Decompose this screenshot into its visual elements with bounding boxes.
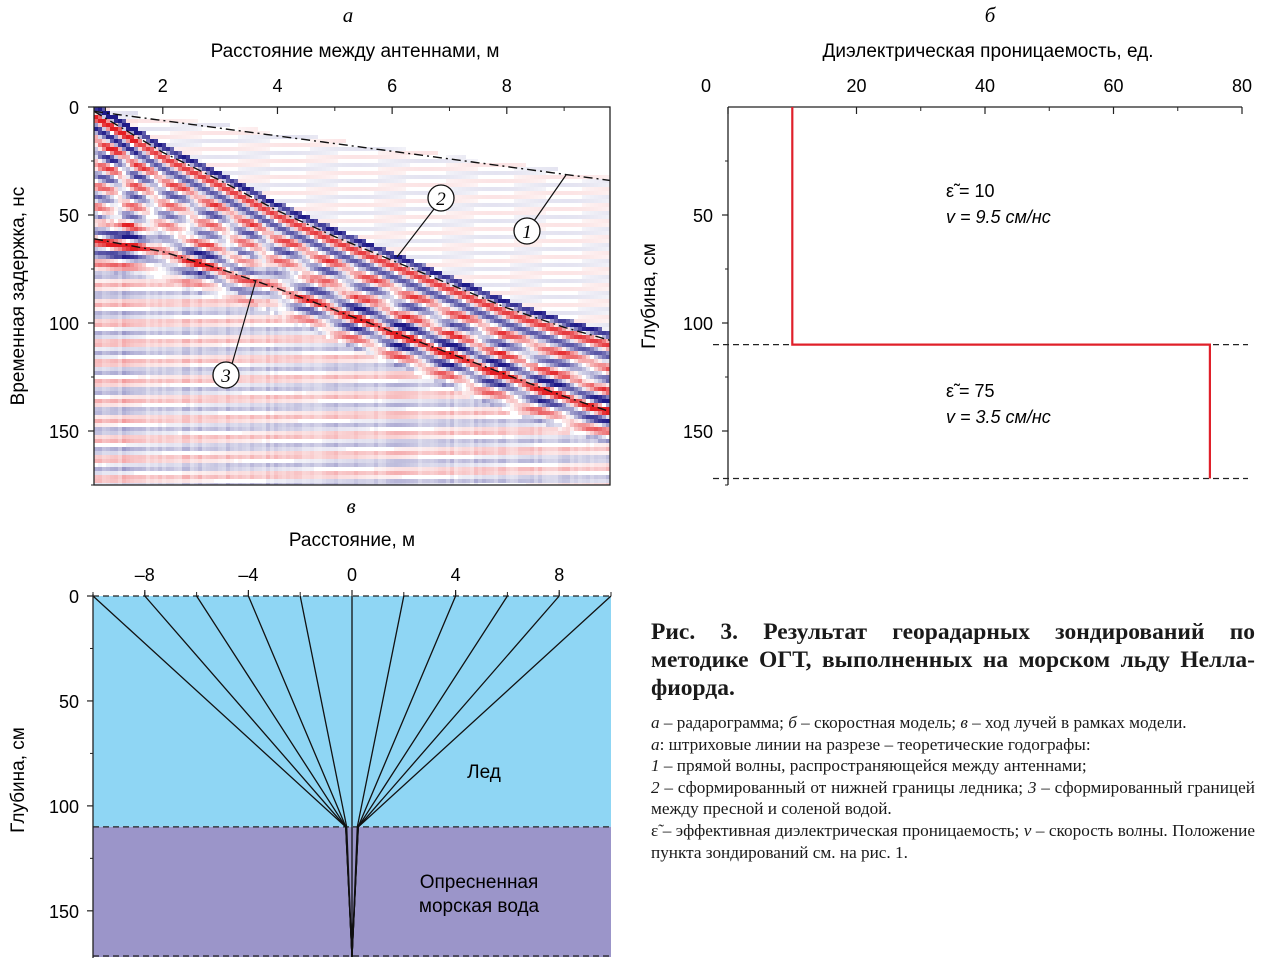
- caption-l1-a: а: [651, 713, 660, 732]
- caption-l3-t: – прямой волны, распространяющейся между…: [659, 756, 1087, 776]
- marker-1: 1: [513, 174, 567, 245]
- marker-3: 3: [212, 279, 257, 389]
- panel-c-ytick-label: 150: [49, 902, 79, 922]
- panel-c-yticks: 0 50 100 150: [49, 587, 93, 922]
- panel-b-xtick-label: 20: [846, 76, 866, 96]
- panel-c-xtick-label: 0: [347, 565, 357, 585]
- panel-c-ytick-label: 0: [69, 587, 79, 607]
- panel-b-xtick-label: 80: [1232, 76, 1252, 96]
- panel-a-frame: [93, 106, 611, 486]
- layer1-velocity-label: v = 9.5 см/нс: [946, 207, 1051, 227]
- caption-l5-v: v: [1023, 820, 1032, 840]
- caption-l1-c: в: [960, 713, 968, 732]
- panel-a: а Расстояние между антеннами, м 2 4 6 8 0 50…: [8, 3, 611, 486]
- caption-l2-a: а: [651, 734, 660, 754]
- panel-c-xticks: –8 –4 0 4 8: [92, 565, 612, 596]
- panel-b-xticks: 0 20 40 60 80: [701, 76, 1252, 114]
- caption-l4-n2: 3: [1027, 777, 1037, 797]
- panel-a-ytick-label: 50: [59, 206, 79, 226]
- panel-b-yticks: 50 100 150: [683, 160, 728, 486]
- panel-b: б Диэлектрическая проницаемость, ед. 0 20…: [639, 3, 1252, 486]
- caption-l5-t2: – скорость волны. Положение пункта зонди…: [651, 820, 1255, 862]
- panel-c-xtick-label: 8: [554, 565, 564, 585]
- marker-1-label: 1: [522, 222, 532, 243]
- hodograph-lines: [94, 110, 610, 413]
- panel-c-xtick-label: –4: [238, 565, 258, 585]
- panel-c-xtick-label: –8: [135, 565, 155, 585]
- caption-l4-t2: – сформированный границей между пресной …: [651, 777, 1255, 819]
- panel-c-boundaries: [93, 595, 611, 957]
- caption-title: Рис. 3. Результат георадарных зондирован…: [651, 619, 1255, 701]
- caption-line-4: 2 – сформированный от нижней границы лед…: [651, 777, 1255, 820]
- hodograph-2: [94, 110, 610, 341]
- panel-c-ytick-label: 50: [59, 692, 79, 712]
- panel-a-label: а: [343, 3, 354, 27]
- panel-b-xlabel: Диэлектрическая проницаемость, ед.: [823, 41, 1154, 62]
- panel-c-xlabel: Расстояние, м: [289, 530, 415, 551]
- marker-3-label: 3: [220, 366, 231, 387]
- panel-c-xtick-label: 4: [451, 565, 461, 585]
- caption-line-1: а – радарограмма; б – скоростная модель;…: [651, 712, 1255, 734]
- layer2-velocity-label: v = 3.5 см/нс: [946, 407, 1051, 427]
- panel-b-ytick-label: 100: [683, 314, 713, 334]
- panel-a-xtick-label: 8: [502, 76, 512, 96]
- caption-l2-t: : штриховые линии на разрезе – теоретиче…: [659, 734, 1091, 754]
- ice-label: Лед: [467, 762, 501, 783]
- panel-c-ytick-label: 100: [49, 797, 79, 817]
- panel-a-ylabel: Временная задержка, нс: [8, 187, 29, 406]
- panel-b-ytick-label: 150: [683, 422, 713, 442]
- ray-path: [351, 595, 612, 958]
- panel-a-ytick-label: 100: [49, 314, 79, 334]
- panel-a-xlabel: Расстояние между антеннами, м: [211, 41, 500, 62]
- caption-l1-b: б: [788, 713, 797, 732]
- permittivity-profile-line: [791, 107, 1211, 479]
- panel-a-xtick-label: 4: [272, 76, 282, 96]
- caption-line-5: ε̃ – эффективная диэлектрическая проница…: [651, 820, 1255, 863]
- panel-a-yticks: 0 50 100 150: [49, 98, 94, 486]
- panel-a-ytick-label: 0: [69, 98, 79, 118]
- panel-a-xticks: 2 4 6 8: [104, 76, 565, 114]
- panel-a-xtick-label: 2: [158, 76, 168, 96]
- caption-l5-t1: – эффективная диэлектрическая проницаемо…: [658, 820, 1024, 840]
- caption-l4-n: 2: [651, 777, 660, 797]
- marker-2: 2: [396, 184, 455, 258]
- caption-l5-eps: ε̃: [651, 820, 659, 840]
- layer2-eps-label: ε̃ = 75: [946, 381, 995, 401]
- panel-a-ytick-label: 150: [49, 422, 79, 442]
- radargram-heatmap: [94, 107, 610, 485]
- panel-b-ylabel: Глубина, см: [639, 243, 660, 349]
- caption-l4-t1: – сформированный от нижней границы ледни…: [659, 777, 1028, 797]
- panel-a-xtick-label: 6: [387, 76, 397, 96]
- layer1-eps-label: ε̃ = 10: [946, 181, 995, 201]
- caption-l3-n: 1: [651, 756, 660, 776]
- caption-l1-t3: – ход лучей в рамках модели.: [967, 713, 1187, 732]
- marker-2-label: 2: [436, 189, 446, 210]
- figure-caption: Рис. 3. Результат георадарных зондирован…: [651, 618, 1255, 863]
- ray-paths: [92, 595, 612, 958]
- water-label-line1: Опресненная: [420, 872, 539, 893]
- panel-c-ylabel: Глубина, см: [8, 727, 29, 833]
- ray-path: [299, 595, 353, 958]
- panel-c: в Расстояние, м –8 –4 0 4 8 0 50 100 150 Глубин…: [8, 494, 612, 958]
- panel-b-label: б: [985, 3, 997, 27]
- panel-b-xtick-label: 0: [701, 76, 711, 96]
- caption-l1-t2: – скоростная модель;: [796, 713, 961, 732]
- hodograph-3: [94, 238, 610, 413]
- caption-l1-t1: – радарограмма;: [659, 713, 789, 732]
- caption-line-3: 1 – прямой волны, распространяющейся меж…: [651, 755, 1255, 777]
- caption-body: а – радарограмма; б – скоростная модель;…: [651, 712, 1255, 863]
- panel-b-xtick-label: 40: [975, 76, 995, 96]
- panel-c-label: в: [346, 494, 355, 518]
- caption-line-2: а: штриховые линии на разрезе – теоретич…: [651, 734, 1255, 756]
- panel-b-xtick-label: 60: [1103, 76, 1123, 96]
- hodograph-1: [94, 110, 610, 182]
- water-label-line2: морская вода: [419, 896, 540, 917]
- panel-b-ytick-label: 50: [693, 206, 713, 226]
